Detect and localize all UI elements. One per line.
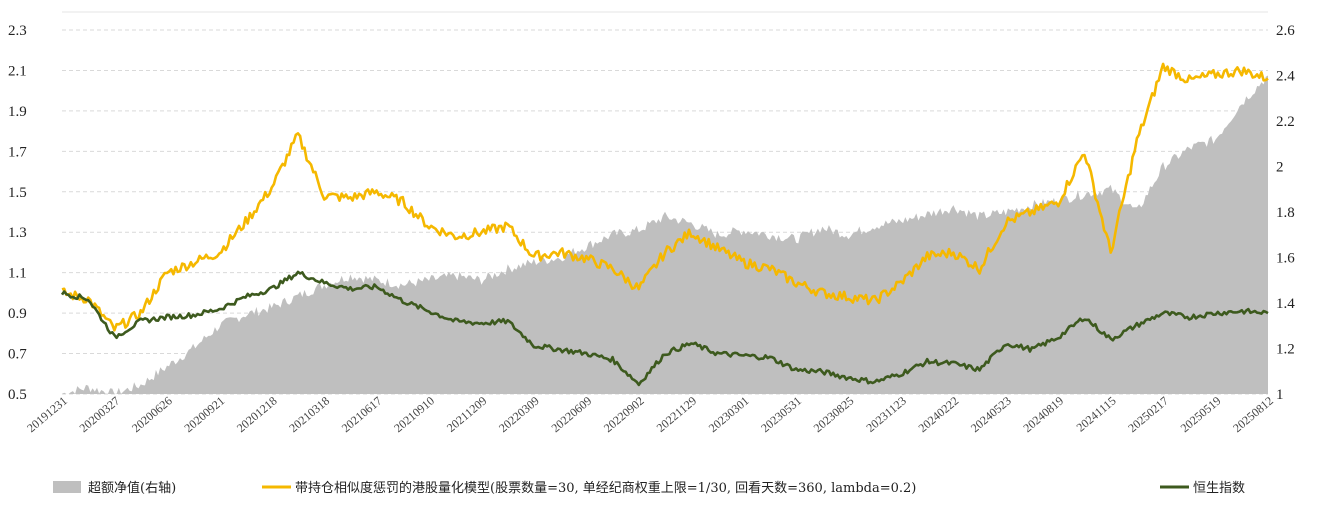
left-tick-label: 1.3 <box>8 225 27 241</box>
right-tick-label: 2.6 <box>1276 23 1295 39</box>
x-tick-label: 20191231 <box>24 394 70 436</box>
x-tick-label: 20200626 <box>129 394 175 436</box>
excess-nav-area-layer <box>62 75 1268 394</box>
right-tick-label: 2.4 <box>1276 69 1295 85</box>
left-tick-label: 0.5 <box>8 387 27 403</box>
x-tick-label: 20220902 <box>601 394 647 436</box>
x-tick-label: 20241115 <box>1074 394 1119 435</box>
series-line-hsi <box>60 270 1269 387</box>
legend-swatch-excess-nav <box>53 481 81 493</box>
x-tick-label: 20250812 <box>1230 394 1276 436</box>
x-tick-label: 20240222 <box>916 394 962 436</box>
right-tick-label: 1.6 <box>1276 251 1295 267</box>
x-axis-ticks: 20191231 20200327 20200626 20200921 20201218… <box>24 394 1276 436</box>
x-tick-label: 20231123 <box>863 394 908 435</box>
x-tick-label: 20230531 <box>758 394 804 436</box>
left-tick-label: 1.7 <box>8 144 27 160</box>
left-tick-label: 2.3 <box>8 23 27 39</box>
line-series-layer <box>60 62 1269 387</box>
right-tick-label: 1.4 <box>1276 296 1295 312</box>
x-tick-label: 20200921 <box>181 394 227 436</box>
series-line-model <box>61 62 1269 332</box>
left-tick-label: 0.9 <box>8 306 27 322</box>
left-tick-label: 1.9 <box>8 104 27 120</box>
x-tick-label: 20230825 <box>811 394 857 436</box>
x-tick-label: 20211209 <box>444 394 489 435</box>
legend: 超额净值(右轴) 带持仓相似度惩罚的港股量化模型(股票数量=30, 单经纪商权重… <box>53 480 1245 496</box>
x-tick-label: 20201218 <box>234 394 280 436</box>
x-tick-label: 20220609 <box>549 394 595 436</box>
left-tick-label: 1.1 <box>8 266 27 282</box>
right-tick-label: 2.2 <box>1276 114 1295 130</box>
series-area-excess-nav <box>62 75 1268 394</box>
left-tick-label: 1.5 <box>8 185 27 201</box>
x-tick-label: 20250519 <box>1178 394 1224 436</box>
x-tick-label: 20240523 <box>968 394 1014 436</box>
left-axis-ticks: 0.5 0.7 0.9 1.1 1.3 1.5 1.7 1.9 2.1 2.3 <box>8 23 27 403</box>
x-tick-label: 20221129 <box>654 394 699 435</box>
x-tick-label: 20210318 <box>286 394 332 436</box>
x-tick-label: 20210910 <box>391 394 437 436</box>
legend-label-model: 带持仓相似度惩罚的港股量化模型(股票数量=30, 单经纪商权重上限=1/30, … <box>295 480 916 496</box>
right-tick-label: 2 <box>1276 160 1284 176</box>
x-tick-label: 20210617 <box>339 394 385 436</box>
x-tick-label: 20250217 <box>1125 394 1171 436</box>
x-tick-label: 20240819 <box>1020 394 1066 436</box>
right-tick-label: 1.2 <box>1276 342 1295 358</box>
legend-label-excess-nav: 超额净值(右轴) <box>88 480 176 496</box>
right-tick-label: 1.8 <box>1276 205 1295 221</box>
right-tick-label: 1 <box>1276 387 1284 403</box>
x-tick-label: 20220309 <box>496 394 542 436</box>
left-tick-label: 2.1 <box>8 63 27 79</box>
right-axis-ticks: 1 1.2 1.4 1.6 1.8 2 2.2 2.4 2.6 <box>1276 23 1295 403</box>
x-tick-label: 20230301 <box>706 394 752 436</box>
x-tick-label: 20200327 <box>77 394 123 436</box>
left-tick-label: 0.7 <box>8 347 27 363</box>
legend-label-hsi: 恒生指数 <box>1193 481 1245 496</box>
